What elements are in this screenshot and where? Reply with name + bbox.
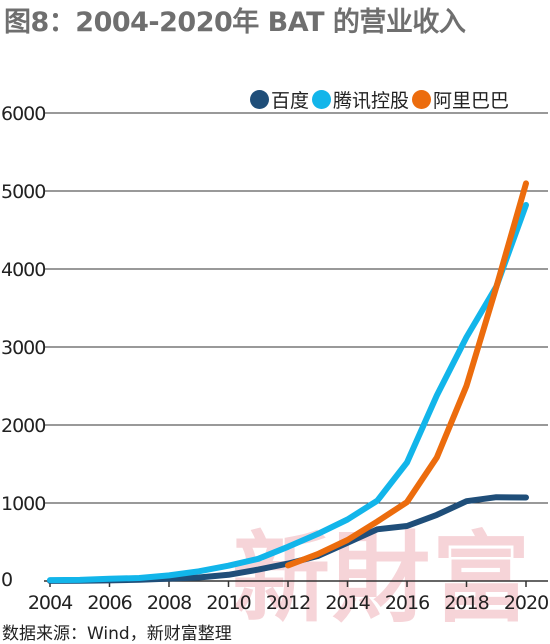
- y-tick-label-5000: 5000: [1, 181, 45, 203]
- x-tick-label-2018: 2018: [444, 592, 488, 614]
- y-tick-label-2000: 2000: [1, 415, 45, 437]
- legend-marker-baidu: [250, 90, 269, 109]
- legend-marker-alibaba: [412, 90, 432, 109]
- x-tick-label-2014: 2014: [325, 592, 370, 614]
- x-tick-label-2020: 2020: [504, 592, 548, 614]
- x-tick-label-2008: 2008: [147, 592, 191, 614]
- x-tick-label-2016: 2016: [385, 592, 429, 614]
- x-tick-label-2004: 2004: [28, 592, 73, 614]
- y-tick-label-6000: 6000: [1, 103, 45, 125]
- x-tick-label-2006: 2006: [87, 592, 131, 614]
- chart-legend: 百度 腾讯控股 阿里巴巴: [250, 86, 512, 113]
- y-tick-label-0: 0: [1, 569, 12, 591]
- x-tick-label-2012: 2012: [266, 592, 310, 614]
- legend-label-tencent: 腾讯控股: [333, 90, 410, 112]
- chart-title: 图8：2004-2020年 BAT 的营业收入: [4, 7, 466, 38]
- legend-item-tencent: 腾讯控股: [312, 86, 409, 113]
- source-note: 数据来源：Wind，新财富整理: [2, 624, 232, 644]
- series-line-tencent: [47, 202, 529, 584]
- legend-item-alibaba: 阿里巴巴: [412, 86, 509, 113]
- y-tick-label-1000: 1000: [1, 493, 45, 515]
- watermark-logo: 新財富: [232, 521, 533, 636]
- y-tick-label-3000: 3000: [1, 337, 45, 359]
- y-tick-label-4000: 4000: [1, 259, 45, 281]
- legend-marker-tencent: [312, 90, 332, 109]
- legend-label-baidu: 百度: [271, 90, 310, 112]
- legend-item-baidu: 百度: [250, 86, 309, 113]
- series-line-alibaba: [285, 180, 529, 569]
- legend-label-alibaba: 阿里巴巴: [433, 90, 510, 112]
- x-tick-label-2010: 2010: [206, 592, 250, 614]
